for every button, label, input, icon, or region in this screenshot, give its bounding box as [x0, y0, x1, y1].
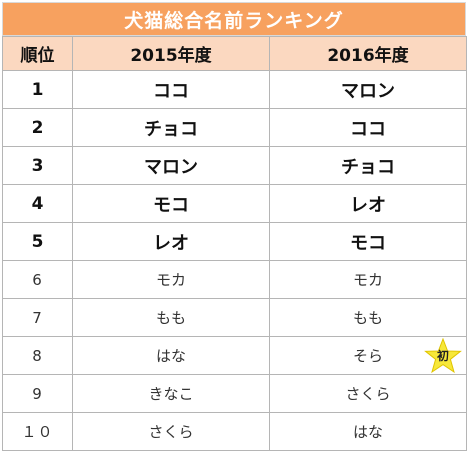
name-2016-cell: そら 初	[269, 336, 467, 375]
new-entry-badge: 初	[424, 338, 462, 374]
name-2015-cell: はな	[72, 336, 270, 375]
name-2016-text: そら	[352, 347, 383, 365]
ranking-table: 順位 2015年度 2016年度 1 ココ マロン 2 チョコ ココ 3 マロン…	[2, 36, 467, 451]
star-icon	[424, 338, 462, 374]
table-row: 9 きなこ さくら	[2, 374, 467, 413]
name-2015-cell: さくら	[72, 412, 270, 451]
name-2015-cell: マロン	[72, 146, 270, 185]
name-2016-cell: もも	[269, 298, 467, 337]
name-2016-cell: さくら	[269, 374, 467, 413]
table-row: 1 ココ マロン	[2, 70, 467, 109]
table-header-row: 順位 2015年度 2016年度	[2, 36, 467, 71]
header-rank: 順位	[2, 36, 73, 71]
rank-cell: 4	[2, 184, 73, 223]
name-2015-cell: ココ	[72, 70, 270, 109]
header-2016: 2016年度	[269, 36, 467, 71]
name-2015-cell: モコ	[72, 184, 270, 223]
rank-cell: 8	[2, 336, 73, 375]
name-2015-cell: モカ	[72, 260, 270, 299]
table-row: 4 モコ レオ	[2, 184, 467, 223]
name-2016-cell: モカ	[269, 260, 467, 299]
table-row: 5 レオ モコ	[2, 222, 467, 261]
new-entry-badge-label: 初	[436, 349, 449, 363]
rank-cell: 7	[2, 298, 73, 337]
rank-cell: 9	[2, 374, 73, 413]
rank-cell: 2	[2, 108, 73, 147]
name-2016-cell: レオ	[269, 184, 467, 223]
rank-cell: 1	[2, 70, 73, 109]
rank-cell: 3	[2, 146, 73, 185]
table-row: 3 マロン チョコ	[2, 146, 467, 185]
name-2015-cell: レオ	[72, 222, 270, 261]
name-2016-cell: モコ	[269, 222, 467, 261]
table-row: 7 もも もも	[2, 298, 467, 337]
rank-cell: 5	[2, 222, 73, 261]
name-2016-cell: はな	[269, 412, 467, 451]
header-2015: 2015年度	[72, 36, 270, 71]
table-row: １０ さくら はな	[2, 412, 467, 451]
rank-cell: 6	[2, 260, 73, 299]
table-row: 2 チョコ ココ	[2, 108, 467, 147]
name-2016-cell: ココ	[269, 108, 467, 147]
name-2015-cell: もも	[72, 298, 270, 337]
name-2015-cell: きなこ	[72, 374, 270, 413]
rank-cell: １０	[2, 412, 73, 451]
name-2016-cell: チョコ	[269, 146, 467, 185]
name-2015-cell: チョコ	[72, 108, 270, 147]
table-row: 8 はな そら 初	[2, 336, 467, 375]
name-2016-cell: マロン	[269, 70, 467, 109]
table-row: 6 モカ モカ	[2, 260, 467, 299]
ranking-title: 犬猫総合名前ランキング	[2, 2, 466, 36]
